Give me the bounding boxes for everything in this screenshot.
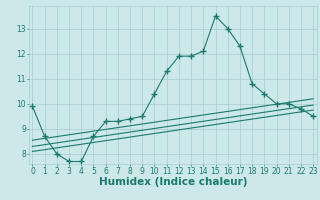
X-axis label: Humidex (Indice chaleur): Humidex (Indice chaleur) xyxy=(99,177,247,187)
